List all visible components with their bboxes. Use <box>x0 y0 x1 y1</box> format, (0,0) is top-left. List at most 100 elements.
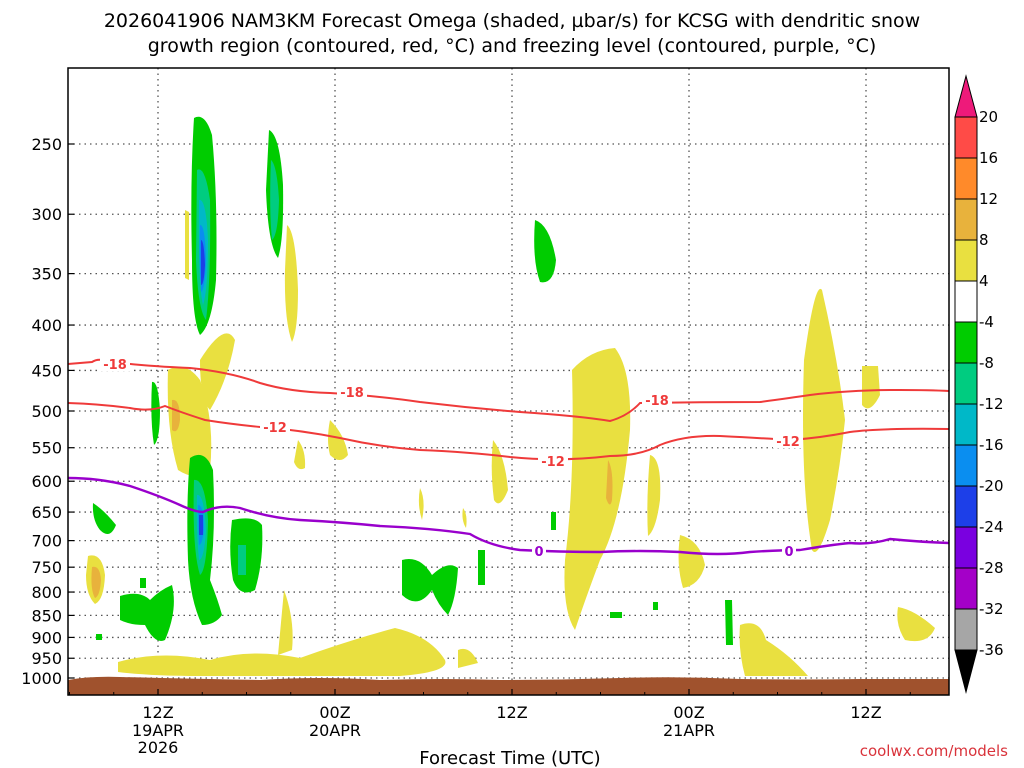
omega-region-green <box>151 381 160 445</box>
omega-region-green <box>96 634 102 640</box>
colorbar-label: -4 <box>979 313 994 331</box>
omega-region-yellow <box>167 366 212 476</box>
omega-shading <box>86 116 935 676</box>
x-tick-label: 12Z <box>142 703 173 722</box>
omega-region-yellow <box>118 628 446 676</box>
contour-freezing-level <box>67 476 950 556</box>
omega-region-yellow <box>564 348 631 630</box>
colorbar-swatch <box>954 485 978 528</box>
omega-region-yellow <box>739 623 808 676</box>
y-tick-label: 700 <box>31 532 62 551</box>
colorbar-top-arrow <box>954 74 978 118</box>
colorbar-swatch <box>954 198 978 241</box>
colorbar-swatch <box>954 444 978 487</box>
contour-label: -18 <box>103 358 127 373</box>
y-tick-label: 650 <box>31 503 62 522</box>
y-tick-label: 550 <box>31 439 62 458</box>
omega-region-yellow <box>185 210 189 280</box>
y-axis: 250 300 350 400 450 500 550 600 650 700 750 800 850 9… <box>21 135 74 688</box>
colorbar-label: -32 <box>979 600 1004 618</box>
omega-region-yellow <box>462 508 467 528</box>
colorbar-swatch <box>954 526 978 569</box>
y-tick-label: 250 <box>31 135 62 154</box>
omega-region-blue <box>199 515 203 535</box>
y-tick-label: 850 <box>31 606 62 625</box>
omega-region-yellow <box>803 288 845 552</box>
omega-region-green <box>478 550 485 585</box>
omega-region-green <box>140 578 146 588</box>
colorbar-bottom-arrow <box>954 649 978 694</box>
contour-label: -18 <box>340 386 364 401</box>
omega-region-green <box>534 220 556 283</box>
colorbar-swatch <box>954 403 978 446</box>
omega-region-yellow <box>678 535 705 588</box>
contour-label: -12 <box>541 455 565 470</box>
colorbar-swatch <box>954 116 978 159</box>
y-tick-label: 300 <box>31 205 62 224</box>
omega-region-green <box>120 585 174 641</box>
omega-region-yellow <box>458 648 478 668</box>
omega-region-teal <box>270 160 279 240</box>
colorbar-swatch <box>954 608 978 651</box>
colorbar-label: -12 <box>979 395 1004 413</box>
x-tick-sublabel: 20APR <box>309 721 361 740</box>
colorbar-swatch <box>954 239 978 282</box>
x-tick-label: 00Z <box>673 703 704 722</box>
colorbar-label: -24 <box>979 518 1004 536</box>
omega-region-yellow <box>284 225 298 342</box>
colorbar-swatch <box>954 362 978 405</box>
y-tick-label: 900 <box>31 628 62 647</box>
omega-region-green <box>92 503 116 534</box>
contour-label: 0 <box>784 545 793 560</box>
grid-lines <box>68 68 949 695</box>
x-tick-label: 00Z <box>319 703 350 722</box>
omega-region-yellow <box>897 607 935 642</box>
y-tick-label: 950 <box>31 649 62 668</box>
omega-region-green <box>610 612 622 618</box>
contour-label: -12 <box>776 435 800 450</box>
colorbar-label: 8 <box>979 231 989 249</box>
y-tick-label: 600 <box>31 472 62 491</box>
y-tick-label: 500 <box>31 402 62 421</box>
colorbar-label: -20 <box>979 477 1004 495</box>
plot-frame <box>67 67 950 696</box>
chart-title-line2: growth region (contoured, red, °C) and f… <box>148 35 877 57</box>
chart-title-line1: 2026041906 NAM3KM Forecast Omega (shaded… <box>104 10 920 32</box>
colorbar-label: 4 <box>979 272 989 290</box>
y-tick-label: 350 <box>31 265 62 284</box>
omega-region-green <box>725 600 733 645</box>
omega-region-green <box>653 602 658 610</box>
credit-text: coolwx.com/models <box>860 742 1008 760</box>
omega-region-green <box>402 559 458 615</box>
x-axis-label: Forecast Time (UTC) <box>419 748 600 768</box>
x-tick-sublabel: 21APR <box>663 721 715 740</box>
omega-region-yellow <box>294 440 306 470</box>
omega-region-green <box>551 512 556 530</box>
colorbar-label: -36 <box>979 641 1004 659</box>
colorbar-label: 16 <box>979 149 998 167</box>
colorbar-swatch <box>954 280 978 323</box>
y-tick-label: 800 <box>31 583 62 602</box>
omega-region-yellow <box>418 488 424 520</box>
colorbar-label: -16 <box>979 436 1004 454</box>
colorbar-swatch <box>954 321 978 364</box>
omega-region-orange <box>172 399 180 432</box>
omega-region-yellow <box>647 455 661 536</box>
omega-region-teal <box>238 545 246 575</box>
omega-region-yellow <box>328 420 348 460</box>
omega-region-blue <box>201 240 205 285</box>
contour-label: -12 <box>263 421 287 436</box>
omega-region-yellow <box>278 590 293 655</box>
y-tick-label: 450 <box>31 361 62 380</box>
colorbar-swatch <box>954 567 978 610</box>
colorbar-label: 12 <box>979 190 998 208</box>
contour-label: 0 <box>534 545 543 560</box>
omega-region-orange <box>91 566 101 598</box>
y-tick-label: 400 <box>31 316 62 335</box>
terrain <box>68 676 949 695</box>
y-tick-label: 1000 <box>21 669 62 688</box>
x-tick-label: 12Z <box>496 703 527 722</box>
y-tick-label: 750 <box>31 558 62 577</box>
